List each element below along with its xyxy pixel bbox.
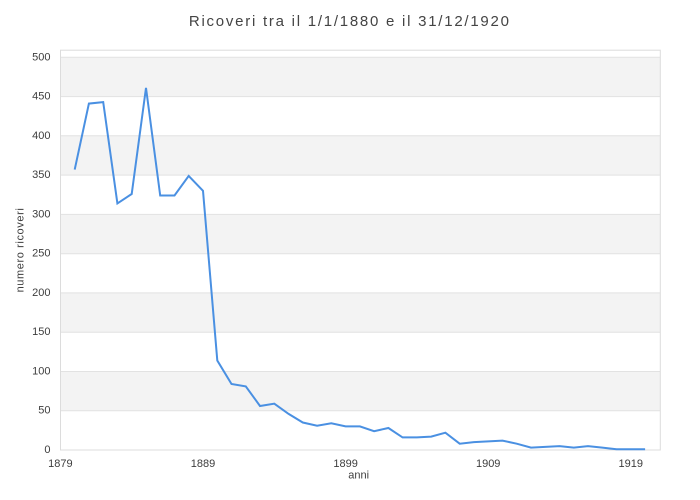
svg-text:anni: anni	[348, 470, 369, 482]
svg-text:50: 50	[38, 405, 50, 417]
svg-text:400: 400	[32, 130, 50, 142]
svg-text:250: 250	[32, 248, 50, 260]
svg-text:1919: 1919	[619, 458, 643, 470]
svg-text:Ricoveri tra il 1/1/1880 e il: Ricoveri tra il 1/1/1880 e il 31/12/1920	[189, 13, 511, 30]
svg-text:300: 300	[32, 208, 50, 220]
svg-text:100: 100	[32, 365, 50, 377]
svg-text:numero ricoveri: numero ricoveri	[15, 208, 27, 293]
svg-text:0: 0	[44, 444, 50, 456]
svg-text:150: 150	[32, 326, 50, 338]
svg-text:200: 200	[32, 287, 50, 299]
svg-text:500: 500	[32, 51, 50, 63]
svg-text:1899: 1899	[333, 458, 357, 470]
svg-text:350: 350	[32, 169, 50, 181]
svg-text:1909: 1909	[476, 458, 500, 470]
svg-text:450: 450	[32, 91, 50, 103]
svg-text:1889: 1889	[191, 458, 215, 470]
svg-text:1879: 1879	[48, 458, 72, 470]
